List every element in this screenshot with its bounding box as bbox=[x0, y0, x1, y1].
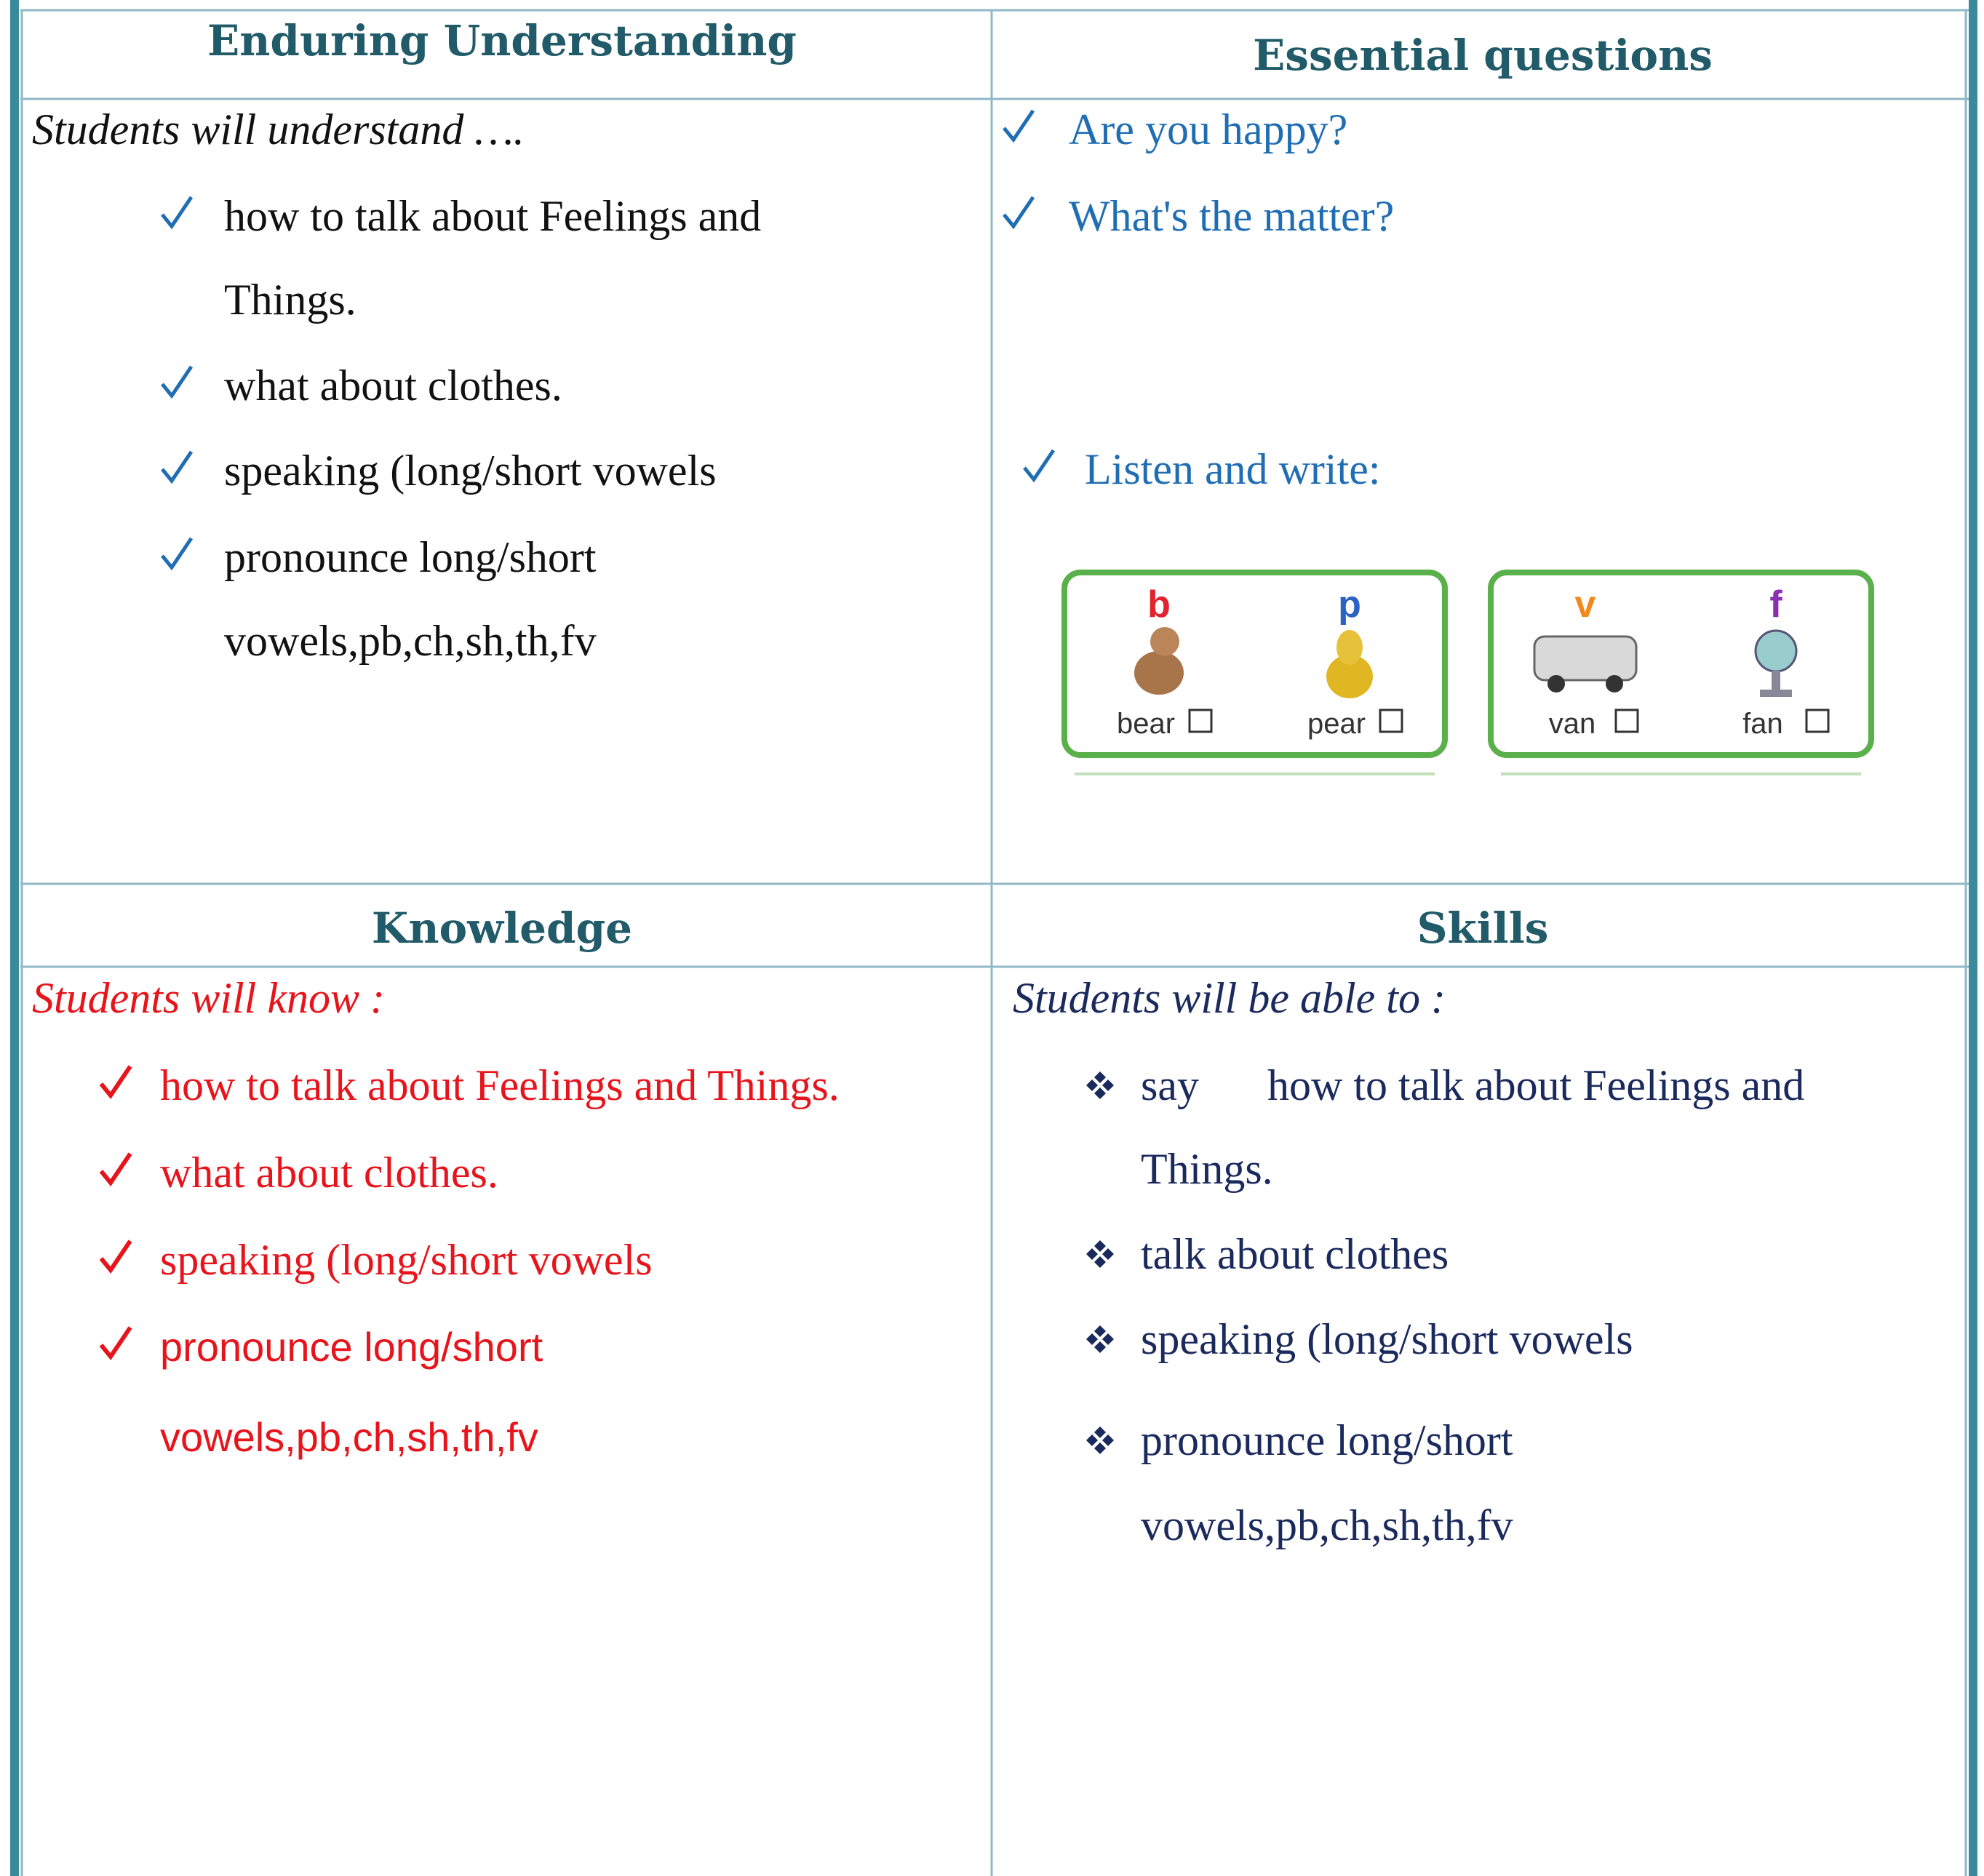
bullet bbox=[1086, 1434, 1098, 1446]
list-item: vowels,pb,ch,sh,th,fv bbox=[224, 617, 597, 665]
card-word: bear bbox=[1117, 708, 1175, 740]
list-item: how to talk about Feelings and bbox=[224, 192, 761, 240]
intro: Students will know : bbox=[32, 974, 385, 1022]
check-mark bbox=[1003, 196, 1035, 230]
checkbox bbox=[1805, 709, 1830, 733]
picture bbox=[1134, 651, 1184, 695]
bullet bbox=[1102, 1434, 1114, 1446]
list-item: how to talk about Feelings and bbox=[1267, 1061, 1804, 1109]
heading: Enduring Understanding bbox=[207, 16, 797, 65]
list-item: Things. bbox=[224, 276, 356, 324]
card bbox=[1061, 570, 1448, 758]
picture bbox=[1150, 627, 1179, 656]
check-mark bbox=[161, 196, 194, 230]
heading: Essential questions bbox=[1253, 31, 1713, 80]
check-mark bbox=[99, 1152, 132, 1187]
list-item: talk about clothes bbox=[1141, 1230, 1449, 1278]
picture bbox=[1760, 690, 1792, 697]
card bbox=[1488, 570, 1874, 758]
check-mark bbox=[99, 1326, 132, 1361]
right-border bbox=[1969, 0, 1977, 1876]
bullet bbox=[1094, 1240, 1106, 1252]
bullet bbox=[1102, 1079, 1114, 1091]
activity: Listen and write: bbox=[1085, 445, 1381, 493]
list-item: how to talk about Feelings and Things. bbox=[160, 1061, 840, 1109]
intro: Students will be able to : bbox=[1013, 974, 1446, 1022]
picture bbox=[1772, 671, 1780, 692]
picture bbox=[1336, 630, 1363, 665]
picture bbox=[1606, 675, 1623, 692]
check-mark bbox=[1023, 449, 1056, 483]
list-item: say bbox=[1141, 1061, 1199, 1109]
checkbox bbox=[1614, 709, 1639, 733]
card-word: pear bbox=[1307, 708, 1366, 740]
list-item: speaking (long/short vowels bbox=[160, 1236, 653, 1284]
bullet bbox=[1102, 1248, 1114, 1260]
check-mark bbox=[1003, 109, 1035, 143]
check-mark bbox=[161, 537, 194, 571]
card-word: fan bbox=[1742, 708, 1783, 740]
bullet bbox=[1102, 1333, 1114, 1345]
check-mark bbox=[99, 1065, 132, 1100]
question: Are you happy? bbox=[1069, 105, 1347, 153]
list-item: pronounce long/short bbox=[224, 533, 597, 581]
list-item: Things. bbox=[1141, 1145, 1273, 1193]
card-letter: v bbox=[1575, 583, 1596, 626]
card-word: van bbox=[1549, 708, 1596, 740]
check-mark bbox=[161, 365, 194, 399]
question: What's the matter? bbox=[1069, 192, 1394, 240]
list-item: what about clothes. bbox=[160, 1149, 498, 1197]
bullet bbox=[1094, 1442, 1106, 1454]
checkbox bbox=[1379, 709, 1403, 733]
left-border bbox=[10, 0, 19, 1876]
list-item: pronounce long/short bbox=[160, 1324, 543, 1370]
picture bbox=[1326, 655, 1373, 698]
bullet bbox=[1086, 1333, 1098, 1345]
bullet bbox=[1094, 1426, 1106, 1438]
check-mark bbox=[161, 450, 194, 484]
card-letter: b bbox=[1147, 583, 1171, 626]
list-item: speaking (long/short vowels bbox=[224, 447, 717, 495]
bullet bbox=[1094, 1256, 1106, 1268]
heading: Knowledge bbox=[372, 903, 632, 953]
checkbox bbox=[1188, 709, 1213, 733]
intro: Students will understand …. bbox=[32, 105, 525, 153]
list-item: vowels,pb,ch,sh,th,fv bbox=[160, 1414, 538, 1460]
bullet bbox=[1086, 1248, 1098, 1260]
list-item: what about clothes. bbox=[224, 362, 562, 410]
card-letter: p bbox=[1338, 583, 1361, 626]
bullet bbox=[1094, 1087, 1106, 1099]
bullet bbox=[1086, 1079, 1098, 1091]
bullet bbox=[1094, 1071, 1106, 1083]
picture bbox=[1533, 635, 1638, 682]
heading: Skills bbox=[1417, 903, 1549, 953]
bullet bbox=[1094, 1341, 1106, 1353]
list-item: vowels,pb,ch,sh,th,fv bbox=[1141, 1501, 1513, 1549]
picture bbox=[1754, 629, 1798, 673]
picture bbox=[1547, 675, 1565, 692]
list-item: pronounce long/short bbox=[1141, 1416, 1513, 1464]
bullet bbox=[1094, 1325, 1106, 1337]
list-item: speaking (long/short vowels bbox=[1141, 1315, 1633, 1363]
card-letter: f bbox=[1769, 583, 1782, 626]
check-mark bbox=[99, 1240, 132, 1274]
